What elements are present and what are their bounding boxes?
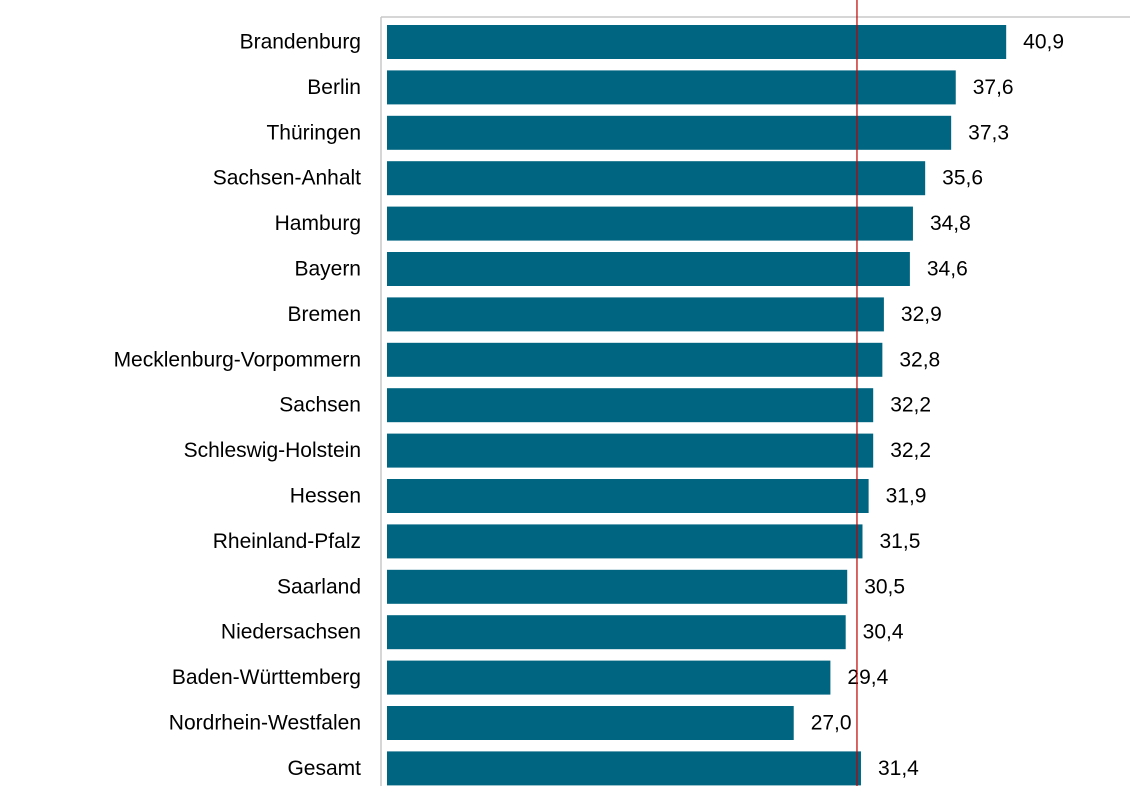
- value-label: 37,6: [973, 76, 1014, 99]
- category-label: Hessen: [290, 485, 361, 508]
- value-label: 31,4: [878, 757, 919, 780]
- value-label: 31,5: [880, 530, 921, 553]
- category-label: Saarland: [277, 575, 361, 598]
- bar: [387, 706, 794, 740]
- category-label: Schleswig-Holstein: [184, 439, 361, 462]
- bar: [387, 660, 831, 695]
- category-label: Sachsen-Anhalt: [213, 167, 361, 190]
- value-label: 27,0: [811, 712, 852, 735]
- category-label: Nordrhein-Westfalen: [169, 712, 361, 735]
- category-label: Mecklenburg-Vorpommern: [114, 348, 361, 371]
- category-label: Gesamt: [287, 757, 361, 780]
- category-label: Sachsen: [279, 394, 361, 417]
- bar: [387, 388, 874, 423]
- bar: [387, 615, 846, 650]
- bar: [387, 751, 861, 786]
- value-label: 34,6: [927, 258, 968, 281]
- category-label: Bremen: [287, 303, 361, 326]
- category-label: Niedersachsen: [221, 621, 361, 644]
- value-label: 40,9: [1023, 31, 1064, 54]
- bar: [387, 252, 910, 286]
- bar: [387, 342, 883, 377]
- bar: [387, 115, 952, 150]
- bar: [387, 524, 863, 559]
- category-label: Bayern: [294, 258, 361, 281]
- category-label: Berlin: [307, 76, 361, 99]
- bar: [387, 161, 926, 196]
- category-label: Hamburg: [275, 212, 361, 235]
- bar: [387, 70, 956, 105]
- value-label: 32,8: [899, 348, 940, 371]
- value-label: 32,2: [890, 439, 931, 462]
- category-label: Brandenburg: [240, 31, 361, 54]
- value-label: 31,9: [886, 485, 927, 508]
- category-label: Baden-Württemberg: [172, 666, 361, 689]
- bar: [387, 25, 1007, 59]
- value-label: 29,4: [847, 666, 888, 689]
- bar: [387, 206, 913, 241]
- bar: [387, 569, 848, 604]
- value-label: 37,3: [968, 121, 1009, 144]
- category-label: Thüringen: [266, 121, 361, 144]
- category-label: Rheinland-Pfalz: [213, 530, 361, 553]
- value-label: 30,5: [864, 575, 905, 598]
- value-label: 32,9: [901, 303, 942, 326]
- value-label: 34,8: [930, 212, 971, 235]
- bar: [387, 297, 884, 332]
- value-label: 35,6: [942, 167, 983, 190]
- value-label: 32,2: [890, 394, 931, 417]
- value-label: 30,4: [863, 621, 904, 644]
- bar: [387, 479, 869, 513]
- bar: [387, 433, 874, 468]
